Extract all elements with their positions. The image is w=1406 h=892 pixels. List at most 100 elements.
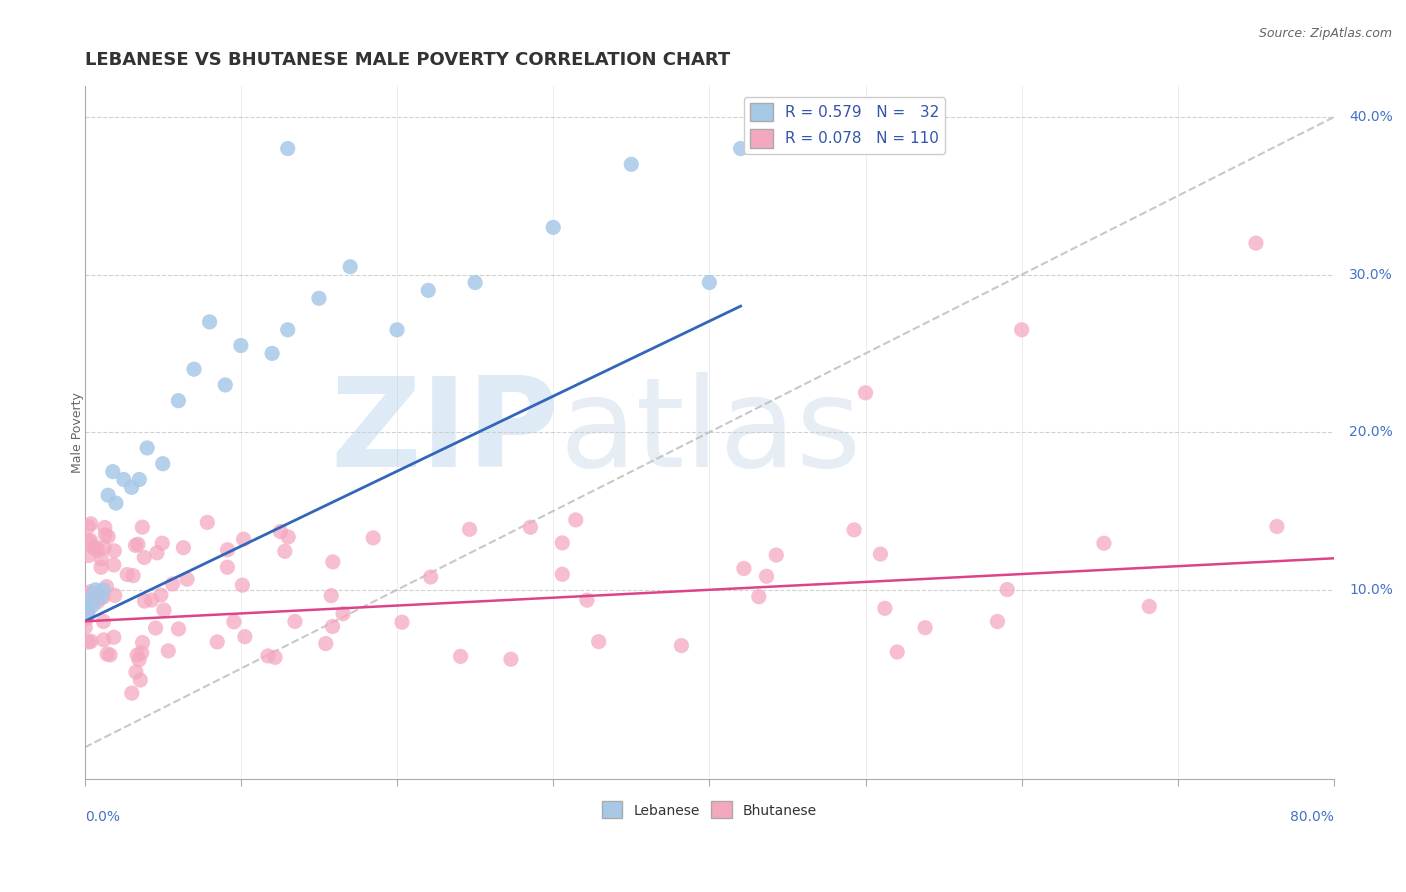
Point: [264, 650, 287, 665]
Point: [127, 648, 149, 662]
Point: [112, 473, 135, 487]
Point: [541, 220, 564, 235]
Text: 10.0%: 10.0%: [1348, 582, 1393, 597]
Point: [315, 637, 337, 651]
Point: [499, 652, 522, 666]
Point: [195, 516, 218, 530]
Point: [869, 547, 891, 561]
Point: [127, 537, 149, 551]
Point: [76, 611, 98, 625]
Point: [115, 567, 138, 582]
Point: [172, 541, 194, 555]
Point: [842, 523, 865, 537]
Text: LEBANESE VS BHUTANESE MALE POVERTY CORRELATION CHART: LEBANESE VS BHUTANESE MALE POVERTY CORRE…: [84, 51, 730, 69]
Point: [588, 634, 610, 648]
Point: [80, 634, 103, 648]
Point: [121, 686, 143, 700]
Point: [121, 480, 143, 494]
Point: [699, 276, 721, 290]
Point: [134, 550, 156, 565]
Point: [91, 590, 114, 604]
Point: [1137, 599, 1160, 614]
Text: 20.0%: 20.0%: [1348, 425, 1393, 439]
Point: [391, 615, 413, 630]
Point: [385, 323, 408, 337]
Point: [464, 276, 486, 290]
Point: [277, 323, 299, 337]
Point: [418, 284, 440, 298]
Point: [229, 338, 252, 352]
Point: [231, 578, 253, 592]
Point: [183, 362, 205, 376]
Text: 0.0%: 0.0%: [84, 810, 120, 823]
Point: [77, 549, 100, 563]
Point: [167, 622, 190, 636]
Point: [217, 542, 239, 557]
Point: [131, 635, 153, 649]
Point: [755, 569, 778, 583]
Point: [97, 529, 120, 543]
Point: [1011, 323, 1033, 337]
Point: [93, 632, 115, 647]
Point: [1244, 236, 1267, 251]
Point: [262, 346, 284, 360]
Point: [730, 142, 752, 156]
Point: [419, 570, 441, 584]
Point: [98, 648, 121, 662]
Point: [94, 528, 117, 542]
Point: [269, 524, 291, 539]
Point: [84, 582, 107, 597]
Point: [671, 639, 693, 653]
Point: [103, 630, 125, 644]
Point: [84, 540, 107, 554]
Point: [141, 593, 163, 607]
Point: [77, 519, 100, 533]
Point: [274, 544, 297, 558]
Point: [198, 315, 221, 329]
Point: [1265, 519, 1288, 533]
Point: [162, 577, 184, 591]
Point: [96, 580, 118, 594]
Point: [97, 488, 120, 502]
Point: [149, 588, 172, 602]
Point: [145, 621, 167, 635]
Point: [217, 560, 239, 574]
Point: [222, 615, 245, 629]
Point: [80, 516, 103, 531]
Point: [152, 457, 174, 471]
Point: [277, 530, 299, 544]
Point: [146, 546, 169, 560]
Point: [886, 645, 908, 659]
Point: [176, 572, 198, 586]
Y-axis label: Male Poverty: Male Poverty: [72, 392, 84, 473]
Point: [77, 635, 100, 649]
Point: [104, 496, 127, 510]
Point: [339, 260, 361, 274]
Point: [128, 653, 150, 667]
Point: [233, 630, 256, 644]
Point: [79, 533, 101, 548]
Point: [94, 520, 117, 534]
Point: [131, 520, 153, 534]
Point: [93, 582, 115, 597]
Point: [551, 567, 574, 582]
Point: [86, 595, 108, 609]
Point: [77, 534, 100, 549]
Text: ZIP: ZIP: [330, 372, 560, 492]
Legend: Lebanese, Bhutanese: Lebanese, Bhutanese: [596, 796, 823, 824]
Point: [124, 538, 146, 552]
Point: [332, 607, 354, 621]
Point: [134, 594, 156, 608]
Point: [277, 142, 299, 156]
Point: [575, 593, 598, 607]
Text: 40.0%: 40.0%: [1348, 110, 1393, 124]
Point: [986, 615, 1008, 629]
Point: [96, 647, 118, 661]
Point: [450, 649, 472, 664]
Point: [308, 291, 330, 305]
Point: [322, 555, 344, 569]
Point: [157, 644, 180, 658]
Point: [361, 531, 384, 545]
Text: Source: ZipAtlas.com: Source: ZipAtlas.com: [1258, 27, 1392, 40]
Point: [914, 621, 936, 635]
